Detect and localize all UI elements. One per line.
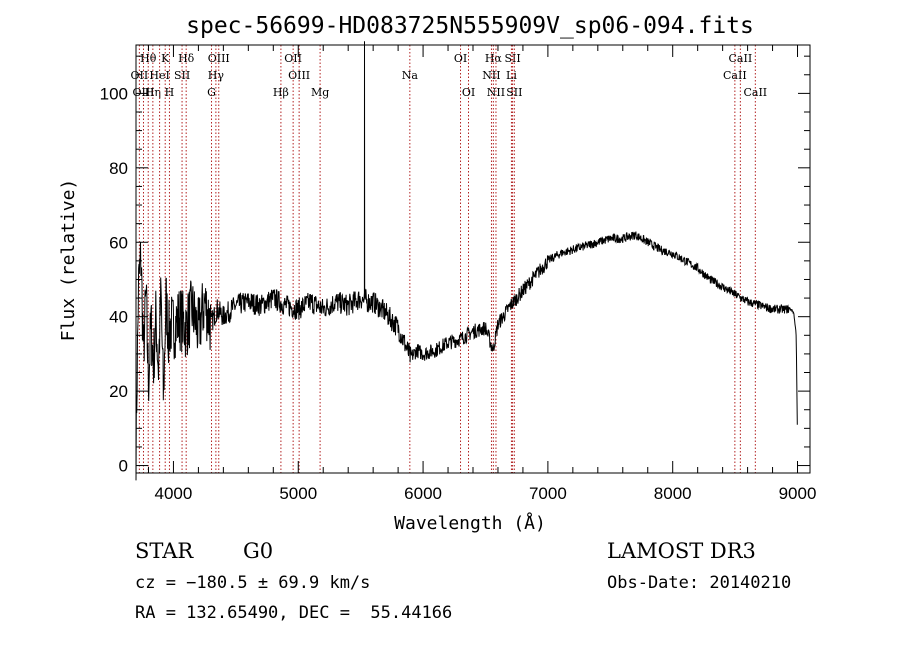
- y-tick-label-0: 0: [119, 457, 128, 476]
- spectral-line-label-6: H: [165, 86, 175, 99]
- y-tick-label-4: 80: [109, 159, 128, 178]
- spectral-line-label-9: OIII: [208, 52, 230, 65]
- spectral-line-label-18: OI: [462, 86, 475, 99]
- redshift-text: cz = −180.5 ± 69.9 km/s: [135, 573, 371, 593]
- object-subclass: G0: [243, 539, 274, 563]
- spectral-line-label-1: OII: [131, 69, 149, 82]
- spectral-line-label-22: SII: [504, 52, 520, 65]
- axis-ticks: 4000 5000 6000 7000 8000 9000 0 20 40 60 80 100: [100, 45, 817, 503]
- spectral-line-label-27: CaII: [743, 86, 767, 99]
- x-tick-label-2: 6000: [404, 484, 442, 503]
- spectral-line-label-14: Hβ: [273, 86, 289, 99]
- survey-name: LAMOST DR3: [607, 539, 756, 563]
- spectral-line-label-0: Hθ: [140, 52, 157, 65]
- y-axis-label: Flux (relative): [58, 179, 79, 342]
- obs-date: Obs-Date: 20140210: [607, 573, 792, 593]
- spectrum-series: [135, 41, 798, 481]
- y-tick-label-2: 40: [109, 308, 128, 327]
- spectral-line-label-3: Hη: [145, 86, 161, 99]
- spectral-line-label-8: Hδ: [178, 52, 195, 65]
- spectral-line-label-16: Na: [402, 69, 419, 82]
- y-tick-label-1: 20: [109, 382, 128, 401]
- coordinates: RA = 132.65490, DEC = 55.44166: [135, 603, 453, 623]
- spectral-line-label-13: OIII: [288, 69, 310, 82]
- spectral-line-label-24: SII: [506, 86, 522, 99]
- x-tick-label-0: 4000: [155, 484, 193, 503]
- spectral-line-label-10: Hγ: [208, 69, 225, 82]
- chart-title: spec-56699-HD083725N555909V_sp06-094.fit…: [186, 13, 754, 39]
- object-type: STAR: [135, 539, 194, 563]
- spectral-line-label-11: G: [207, 86, 216, 99]
- plot-frame: [135, 44, 811, 474]
- x-tick-label-1: 5000: [279, 484, 317, 503]
- x-tick-label-3: 7000: [529, 484, 567, 503]
- spectral-line-label-4: HeI: [149, 69, 169, 82]
- spectral-line-label-21: NII: [487, 86, 505, 99]
- x-tick-label-5: 9000: [779, 484, 817, 503]
- spectral-line-label-7: SII: [174, 69, 190, 82]
- spectral-line-label-5: K: [161, 52, 170, 65]
- x-tick-label-4: 8000: [654, 484, 692, 503]
- x-axis-label: Wavelength (Å): [394, 512, 546, 534]
- spectral-line-label-12: OII: [284, 52, 302, 65]
- spectral-line-label-20: NII: [482, 69, 500, 82]
- spectral-line-label-25: CaII: [729, 52, 753, 65]
- spectral-line-label-19: Hα: [485, 52, 503, 65]
- spectral-line-label-17: OI: [454, 52, 467, 65]
- spectral-line-label-26: CaII: [723, 69, 747, 82]
- spectral-line-label-23: Li: [506, 69, 517, 82]
- spectrum-line: [135, 41, 798, 481]
- spectral-line-label-2: OIII: [132, 86, 154, 99]
- spectral-line-label-15: Mg: [311, 86, 329, 99]
- y-tick-label-5: 100: [100, 84, 128, 103]
- y-tick-label-3: 60: [109, 233, 128, 252]
